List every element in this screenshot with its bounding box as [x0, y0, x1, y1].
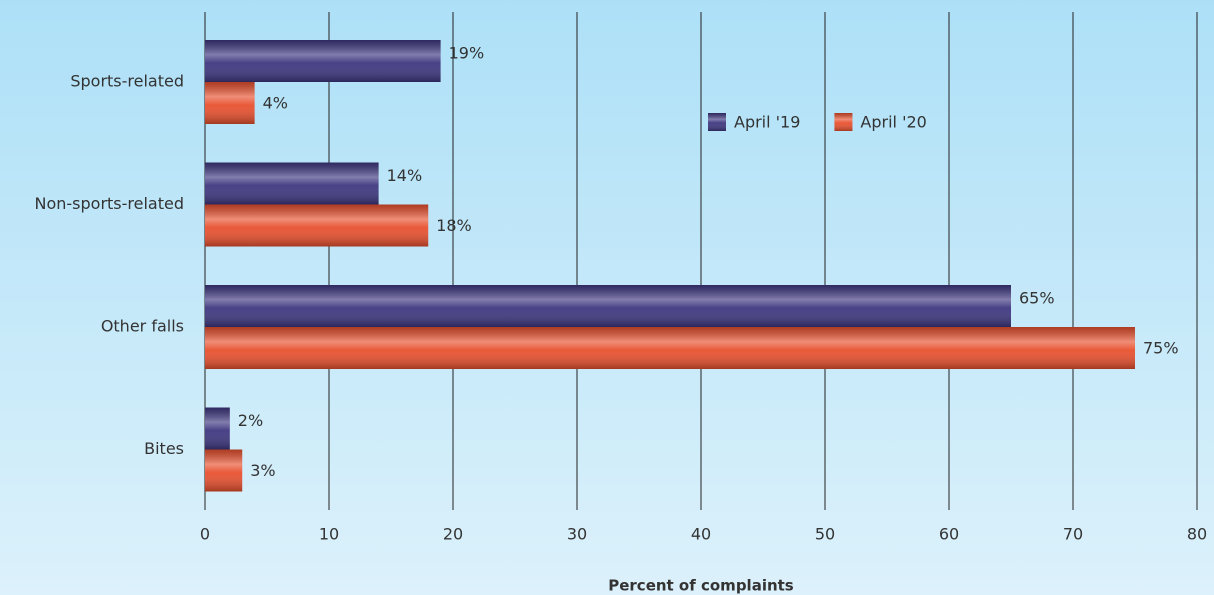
x-tick-label: 10: [319, 525, 339, 544]
value-label: 2%: [238, 411, 263, 430]
legend-swatch-shine: [708, 113, 726, 131]
bar-shine: [205, 40, 441, 82]
value-label: 4%: [263, 94, 288, 113]
value-label: 14%: [387, 166, 423, 185]
x-tick-label: 80: [1187, 525, 1207, 544]
x-tick-label: 20: [443, 525, 463, 544]
bar-shine: [205, 204, 429, 247]
y-tick-label: Bites: [144, 439, 184, 458]
value-label: 19%: [449, 44, 485, 63]
bar-shine: [205, 449, 243, 492]
x-tick-label: 70: [1063, 525, 1083, 544]
y-tick-label: Other falls: [101, 317, 184, 336]
y-tick-label: Non-sports-related: [34, 194, 184, 213]
legend-label: April '19: [734, 113, 800, 132]
legend-swatch-shine: [834, 113, 853, 131]
value-label: 18%: [436, 216, 472, 235]
bar-shine: [205, 285, 1011, 327]
x-tick-label: 30: [567, 525, 587, 544]
bar-shine: [205, 327, 1135, 369]
x-tick-label: 60: [939, 525, 959, 544]
x-tick-label: 40: [691, 525, 711, 544]
bar-shine: [205, 82, 255, 124]
value-label: 75%: [1143, 339, 1179, 358]
x-axis-title: Percent of complaints: [608, 577, 794, 595]
legend-label: April '20: [860, 113, 926, 132]
bar-shine: [205, 407, 230, 450]
value-label: 3%: [250, 461, 275, 480]
y-tick-label: Sports-related: [70, 72, 184, 91]
x-tick-label: 0: [200, 525, 210, 544]
value-label: 65%: [1019, 289, 1055, 308]
bar-shine: [205, 162, 379, 205]
x-tick-label: 50: [815, 525, 835, 544]
